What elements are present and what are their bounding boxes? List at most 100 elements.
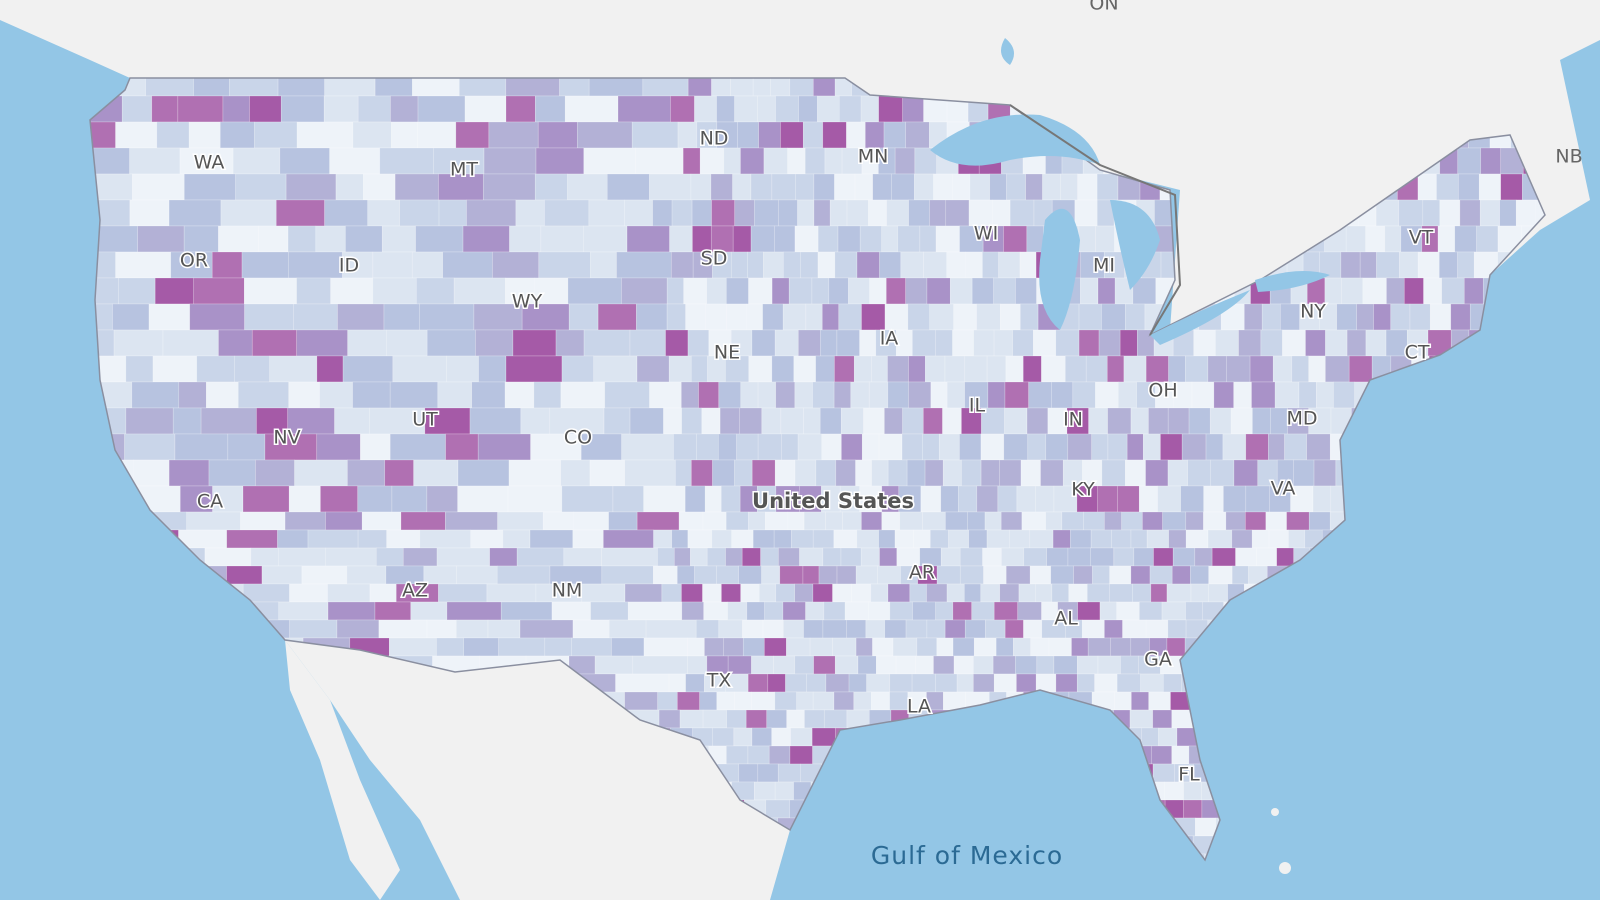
state-label: ID [339, 255, 359, 277]
county [1153, 547, 1174, 567]
county [718, 381, 742, 409]
county [1437, 225, 1456, 253]
county [582, 225, 628, 253]
county [1225, 511, 1246, 531]
county [388, 637, 437, 657]
county [1185, 601, 1203, 621]
county [944, 355, 966, 383]
county [1055, 329, 1080, 357]
county [438, 173, 484, 201]
county [1356, 303, 1374, 331]
county [933, 655, 955, 675]
county [1336, 303, 1358, 331]
county [399, 199, 440, 227]
county [959, 433, 982, 461]
county [706, 547, 726, 567]
county [288, 485, 321, 513]
county [357, 529, 387, 549]
county [170, 251, 213, 279]
county [869, 277, 887, 305]
county [945, 199, 970, 227]
county [1086, 583, 1110, 603]
state-label: NM [552, 580, 583, 602]
county [442, 251, 493, 279]
county [1097, 485, 1118, 513]
county [1210, 459, 1235, 487]
county [851, 583, 872, 603]
county [823, 601, 846, 621]
county [1265, 511, 1287, 531]
county [1020, 459, 1041, 487]
county [702, 511, 727, 531]
county [423, 565, 457, 585]
county [811, 277, 830, 305]
county [1478, 173, 1502, 201]
county [244, 303, 295, 331]
state-label: SD [701, 248, 728, 270]
canada-land [0, 0, 1600, 355]
county [967, 511, 986, 531]
county [710, 173, 733, 201]
county [740, 381, 759, 409]
county [590, 251, 617, 279]
county [805, 303, 823, 331]
county [288, 381, 320, 409]
county [738, 565, 762, 585]
county [1180, 485, 1205, 513]
county [1005, 355, 1024, 383]
county [438, 199, 467, 227]
county [775, 381, 796, 409]
county [1071, 637, 1089, 657]
county [521, 303, 570, 331]
county [1476, 225, 1499, 253]
county [183, 225, 219, 253]
county [220, 199, 277, 227]
county [544, 637, 572, 657]
island [1279, 862, 1291, 874]
county [833, 691, 855, 711]
county [280, 95, 325, 123]
county [629, 407, 664, 435]
county [597, 303, 637, 331]
county [1139, 601, 1163, 621]
county [998, 251, 1021, 279]
county [1150, 745, 1173, 765]
county [336, 619, 380, 639]
county [1129, 709, 1154, 729]
county [889, 601, 913, 621]
county [736, 433, 759, 461]
county [1077, 601, 1101, 621]
county [681, 583, 703, 603]
county [232, 147, 281, 175]
county [1026, 225, 1044, 253]
county [685, 303, 706, 331]
county [1090, 547, 1115, 567]
county [774, 691, 798, 711]
county [400, 511, 446, 531]
county [912, 601, 936, 621]
county [800, 251, 819, 279]
county [875, 655, 897, 675]
county [1032, 329, 1057, 357]
county [878, 95, 903, 123]
county [1023, 547, 1047, 567]
county [611, 637, 645, 657]
county [777, 199, 798, 227]
county [475, 329, 514, 357]
county [1095, 381, 1119, 409]
county [537, 121, 578, 149]
county [1348, 355, 1373, 383]
county [944, 619, 966, 639]
county [1457, 147, 1482, 175]
county [379, 147, 434, 175]
county [1480, 147, 1502, 175]
county [699, 691, 718, 711]
county [1288, 529, 1306, 549]
county [669, 225, 693, 253]
county [702, 583, 722, 603]
labels: WA OR ID MT WY ND MN SD WI MI NE IA UT NV CA CO IL IN OH KY… [178, 0, 1582, 870]
county [369, 583, 397, 603]
county [1035, 673, 1057, 693]
mexico-land [285, 640, 790, 900]
county [952, 173, 971, 201]
